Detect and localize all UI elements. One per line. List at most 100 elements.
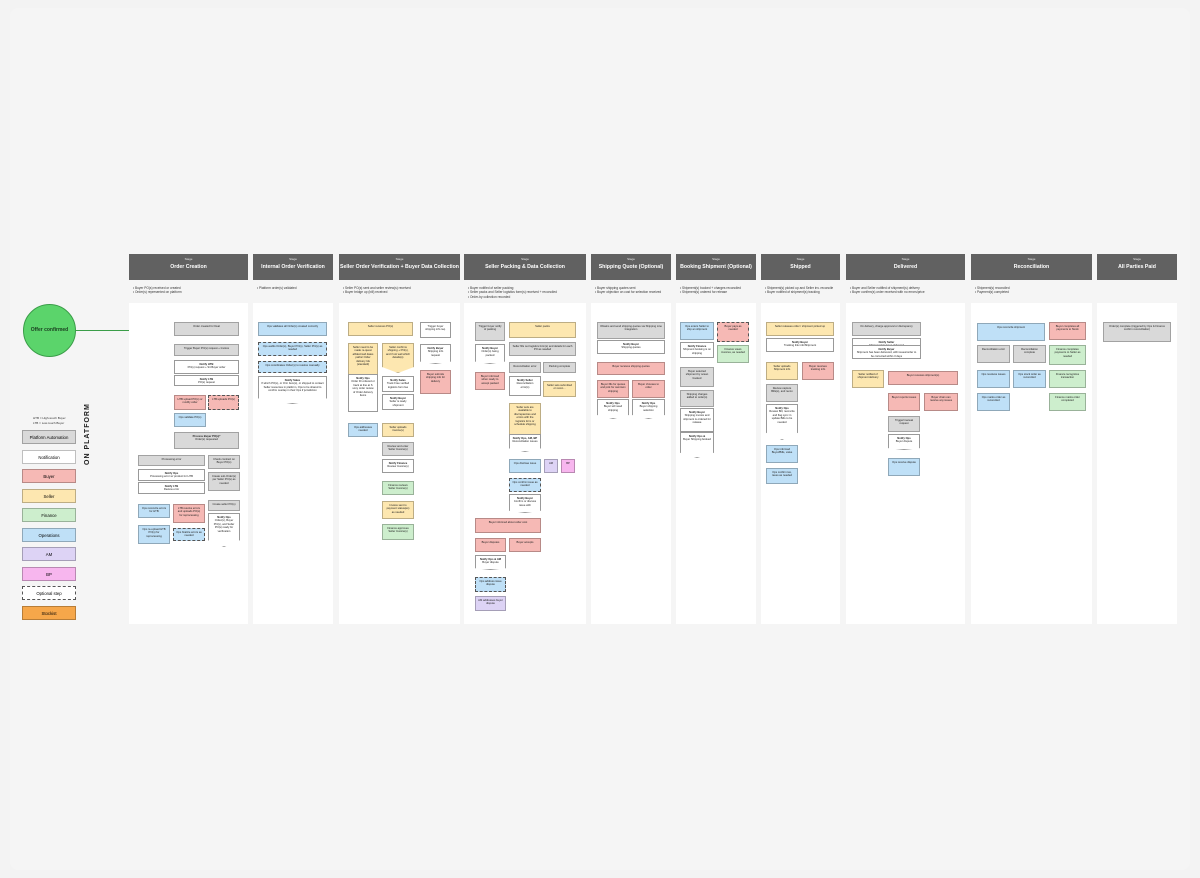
step-sq-2[interactable]: Buyer receives shipping quotes bbox=[597, 362, 665, 375]
step-spdc-0[interactable]: Trigger buyer notify of packing bbox=[475, 322, 505, 341]
step-oc-8[interactable]: Processing error bbox=[138, 455, 205, 466]
step-spdc-21[interactable]: AM addresses buyer dispute bbox=[475, 596, 506, 611]
step-rc-7[interactable]: Finance recognizes transaction bbox=[1049, 370, 1086, 388]
step-sh-5[interactable]: Notify Ops Review Bill, reconcile and fla… bbox=[766, 404, 798, 440]
step-iov-1[interactable]: Ops audits Order(s), Buyer PO(s), Seller… bbox=[258, 342, 327, 356]
step-oc-9[interactable]: Notify Ops Processing error w/ product fo… bbox=[138, 469, 205, 481]
step-sh-4[interactable]: Review capture Bills(s), and recon bbox=[766, 384, 798, 402]
step-dl-0[interactable]: On delivery, charge approval or discrepa… bbox=[852, 322, 921, 336]
step-spdc-17[interactable]: Buyer disputes bbox=[475, 538, 506, 552]
step-sov-6[interactable]: Notify Ops Order ID ordered or back at li… bbox=[348, 374, 378, 412]
stage-header-sov[interactable]: Stage Seller Order Verification + Buyer D… bbox=[339, 254, 460, 280]
step-spdc-15[interactable]: Notify Buyer Confirm or discuss issue wit… bbox=[509, 494, 541, 513]
step-rc-9[interactable]: Finance marks order completed bbox=[1049, 393, 1086, 411]
step-oc-1[interactable]: Trigger Buyer PO(s) request + Invoice bbox=[174, 344, 239, 356]
step-rc-8[interactable]: Ops marks order as reconciled bbox=[977, 393, 1010, 411]
step-dl-4[interactable]: Buyer receives shipment(s) bbox=[888, 371, 958, 385]
stage-header-bs[interactable]: Stage Booking Shipment (Optional) bbox=[676, 254, 756, 280]
step-sov-10[interactable]: Seller uploads invoice(s) bbox=[382, 423, 414, 437]
step-sh-0[interactable]: Seller releases order / shipment picked … bbox=[766, 322, 834, 336]
step-bs-1[interactable]: Buyer pays as needed bbox=[717, 322, 749, 342]
step-oc-17[interactable]: Ops finalize errors as needed bbox=[173, 528, 205, 541]
step-oc-15[interactable]: Create seller PO(s) bbox=[208, 500, 240, 511]
step-sh-1[interactable]: Notify Buyer Tracking link info/Shipment bbox=[766, 338, 834, 352]
step-spdc-19[interactable]: Notify Ops & AM Buyer dispute bbox=[475, 555, 506, 570]
step-sq-6[interactable]: Notify Ops Buyer shipping selection bbox=[632, 399, 665, 419]
step-oc-14[interactable]: LTB resolve errors and uploads PO(s) for… bbox=[173, 504, 205, 523]
step-rc-4[interactable]: Finance completes payments to Seller as … bbox=[1049, 345, 1086, 365]
step-spdc-12[interactable]: AM bbox=[544, 459, 558, 473]
step-spdc-2[interactable]: Notify Buyer Order(s) being packed bbox=[475, 344, 505, 364]
stage-header-rc[interactable]: Stage Reconciliation bbox=[971, 254, 1092, 280]
step-iov-2[interactable]: Ops coordinates Order(s) to resolve manu… bbox=[258, 361, 327, 373]
step-oc-13[interactable]: Ops reconcile errors for HTB bbox=[138, 504, 170, 518]
step-oc-2[interactable]: Notify HTB PO(s) request + Sit Buyer orde… bbox=[174, 360, 239, 374]
step-sh-7[interactable]: Ops confirm tax, taxes as needed bbox=[766, 468, 798, 484]
step-sh-3[interactable]: Buyer receives tracking info bbox=[802, 362, 834, 380]
step-oc-4[interactable]: HTB upload PO(s) or modify order bbox=[174, 395, 206, 410]
step-oc-12[interactable]: Create sub-Order(s) per Seller PO(s) as … bbox=[208, 472, 240, 491]
step-spdc-20[interactable]: Ops address issue dispute bbox=[475, 577, 506, 592]
step-oc-16[interactable]: Ops re-upload HTB PO(s) for reprocessing bbox=[138, 525, 170, 544]
step-sov-8[interactable]: Notify Buyer Seller is ready shipment bbox=[382, 394, 414, 410]
step-spdc-10[interactable]: Notify Ops, AM, BP Reconciliation issues bbox=[509, 434, 541, 452]
step-iov-3[interactable]: Notify Sales If which PO(s), or Ord. Item… bbox=[258, 376, 327, 404]
stage-header-pp[interactable]: Stage All Parties Paid bbox=[1097, 254, 1177, 280]
stage-header-sq[interactable]: Stage Shipping Quote (Optional) bbox=[591, 254, 671, 280]
step-oc-7[interactable]: Process Buyer PO(s)* Order(s) requested bbox=[174, 432, 239, 449]
step-bs-2[interactable]: Notify Finance Shipment booking is on shi… bbox=[680, 342, 714, 358]
step-sh-2[interactable]: Seller uploads Shipment info bbox=[766, 362, 798, 380]
step-oc-10[interactable]: Notify LTB Review error bbox=[138, 482, 205, 494]
step-bs-4[interactable]: Buyer selected shipment by ocean booked bbox=[680, 367, 714, 387]
step-sov-13[interactable]: Finance reviews Seller Invoice(s) bbox=[382, 481, 414, 495]
step-sov-5[interactable]: Buyer submits shipping info for delivery bbox=[420, 370, 451, 394]
step-spdc-6[interactable]: Packing complete bbox=[543, 362, 576, 373]
step-spdc-9[interactable]: Seller sets are available to discrepanci… bbox=[509, 403, 541, 437]
step-sov-15[interactable]: Finance approves Seller Invoice(s) bbox=[382, 524, 414, 540]
step-bs-0[interactable]: Ops enters Seller to ship an shipment bbox=[680, 322, 714, 340]
step-spdc-3[interactable]: Seller fills out logistics form(s) and d… bbox=[509, 342, 576, 356]
stage-header-iov[interactable]: Stage Internal Order Verification bbox=[253, 254, 333, 280]
step-oc-6[interactable]: Ops validate PO(s) bbox=[174, 413, 206, 427]
step-sov-9[interactable]: Ops addresses needed bbox=[348, 423, 378, 437]
step-spdc-13[interactable]: BP bbox=[561, 459, 575, 473]
step-dl-7[interactable]: Trigger/manual request bbox=[888, 416, 920, 432]
step-rc-5[interactable]: Ops resolves issues bbox=[977, 370, 1010, 388]
start-node-offer-confirmed[interactable]: Offer confirmed bbox=[23, 304, 76, 357]
step-oc-3[interactable]: Notify LTB PO(s) request bbox=[174, 375, 239, 386]
step-sq-1[interactable]: Notify Buyer Shipping quotes bbox=[597, 340, 665, 354]
step-spdc-14[interactable]: Ops confirm issue as needed bbox=[509, 478, 541, 492]
step-bs-3[interactable]: Finance views invoices, as needed bbox=[717, 345, 749, 363]
step-sq-0[interactable]: Obtains and send shipping quotes via Shi… bbox=[597, 322, 665, 339]
step-rc-2[interactable]: Reconciliation error bbox=[977, 345, 1010, 363]
step-sov-12[interactable]: Notify Finance Review Invoice(s) bbox=[382, 459, 414, 473]
step-spdc-18[interactable]: Buyer accepts bbox=[509, 538, 541, 552]
step-sov-11[interactable]: Review and enter Seller Invoice(s) bbox=[382, 442, 414, 456]
stage-header-sh[interactable]: Stage Shipped bbox=[761, 254, 840, 280]
step-dl-9[interactable]: Ops receive dispute bbox=[888, 458, 920, 476]
step-sov-4[interactable]: Seller confirms shipping + PO(s), and if… bbox=[382, 343, 414, 373]
step-bs-7[interactable]: Notify Ops & Buyer Shipping booked bbox=[680, 432, 714, 458]
step-bs-5[interactable]: Shipping charges added to order(s) bbox=[680, 390, 714, 407]
step-sov-14[interactable]: Invoice sent to payment status(es) as ne… bbox=[382, 501, 414, 519]
step-iov-0[interactable]: Ops validates all Order(s) created corre… bbox=[258, 322, 327, 336]
step-sh-6[interactable]: Ops informed Buyer/Bills, value bbox=[766, 445, 798, 463]
step-spdc-8[interactable]: Seller sets submitted or recon... bbox=[543, 381, 576, 397]
step-sov-0[interactable]: Seller receives PO(s) bbox=[348, 322, 413, 336]
step-sq-3[interactable]: Buyer fills for quotes and pick for own/… bbox=[597, 380, 629, 398]
step-dl-2[interactable]: Notify Buyer Shipment has been delivered,… bbox=[852, 345, 921, 359]
step-oc-5[interactable]: LTB uploads PO(s) bbox=[208, 395, 239, 410]
step-dl-3[interactable]: Seller notified of shipment delivery bbox=[852, 370, 884, 388]
step-oc-0[interactable]: Order created for Deal bbox=[174, 322, 239, 336]
step-spdc-7[interactable]: Notify Seller Reconciliation error(s) bbox=[509, 376, 541, 396]
step-dl-5[interactable]: Buyer reports issues bbox=[888, 393, 920, 411]
step-sq-5[interactable]: Notify Ops Buyer will need shipping bbox=[597, 399, 629, 419]
step-rc-6[interactable]: Ops stock order as reconciled bbox=[1013, 370, 1046, 388]
step-oc-11[interactable]: Check contract on Buyer PO(s) bbox=[208, 455, 240, 469]
step-spdc-5[interactable]: Reconciliation error bbox=[509, 362, 541, 373]
step-rc-3[interactable]: Reconciliation complete bbox=[1013, 345, 1046, 363]
step-oc-18[interactable]: Notify Ops Order(s), Buyer PO(s), and Sel… bbox=[208, 513, 240, 547]
step-spdc-4[interactable]: Buyer informed when ready to accept pack… bbox=[475, 372, 505, 390]
step-rc-1[interactable]: Buyer completes all payments to Stock bbox=[1049, 322, 1086, 340]
stage-header-dl[interactable]: Stage Delivered bbox=[846, 254, 965, 280]
